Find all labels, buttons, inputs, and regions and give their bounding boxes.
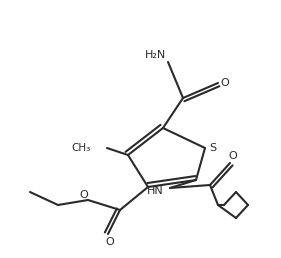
Text: CH₃: CH₃	[72, 143, 91, 153]
Text: HN: HN	[147, 186, 164, 196]
Text: O: O	[80, 190, 89, 200]
Text: O: O	[229, 151, 237, 161]
Text: O: O	[106, 237, 114, 247]
Text: O: O	[221, 78, 229, 88]
Text: S: S	[209, 143, 217, 153]
Text: H₂N: H₂N	[145, 50, 166, 60]
